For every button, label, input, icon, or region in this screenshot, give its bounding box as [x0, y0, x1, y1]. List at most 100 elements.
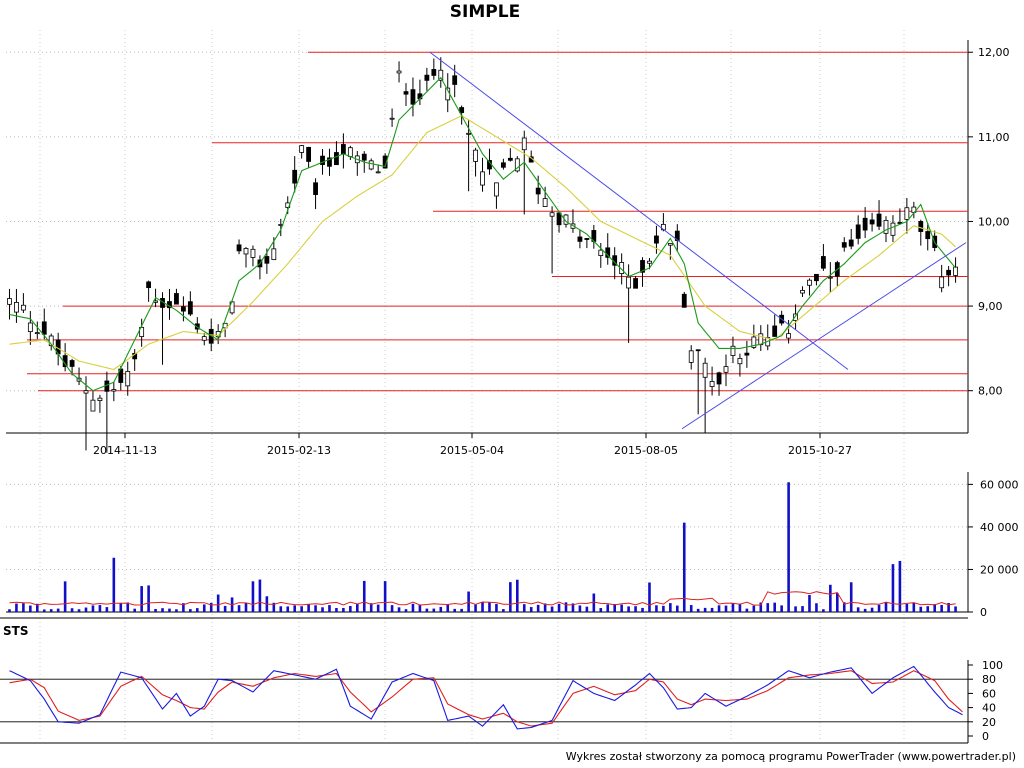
volume-bar: [147, 585, 150, 612]
volume-bar: [481, 602, 484, 612]
volume-bar: [759, 602, 763, 612]
trendline-up: [681, 242, 967, 430]
volume-bar: [182, 603, 185, 612]
volume-bar: [376, 604, 380, 612]
candle-body: [514, 158, 520, 172]
price-y-tick-label: 11,00: [978, 131, 1010, 144]
candle-body: [83, 390, 89, 394]
volume-bar: [362, 580, 366, 612]
candle-body: [848, 239, 854, 247]
volume-bar: [710, 607, 714, 612]
volume-bar: [516, 579, 519, 612]
volume-bar: [140, 586, 143, 612]
volume-bar: [669, 603, 672, 612]
candle-body: [709, 381, 715, 387]
candle-body: [375, 171, 381, 174]
candle-body: [640, 260, 645, 273]
candle-body: [431, 69, 437, 76]
volume-bar: [307, 604, 310, 612]
volume-bar: [801, 606, 804, 612]
volume-bar: [815, 603, 818, 612]
candle-body: [507, 157, 513, 161]
volume-bar: [717, 605, 721, 612]
candle-body: [201, 336, 207, 341]
volume-bar: [251, 581, 255, 612]
volume-bar: [258, 579, 262, 612]
volume-bar: [404, 609, 408, 612]
volume-bar: [592, 593, 596, 612]
candle-body: [97, 397, 103, 401]
volume-bar: [49, 609, 53, 612]
sts-panel-label: STS: [3, 624, 29, 638]
volume-bar: [202, 604, 206, 612]
volume-bar: [300, 606, 303, 612]
sts-k-line: [9, 665, 963, 730]
volume-bar: [237, 605, 241, 612]
volume-bar: [627, 606, 630, 612]
candle-body: [723, 366, 729, 373]
volume-bar: [641, 607, 644, 612]
volume-bar: [77, 609, 81, 612]
volume-bar: [745, 608, 749, 612]
sts-y-tick-label: 60: [982, 687, 996, 700]
volume-bar: [578, 605, 582, 612]
candle-body: [174, 293, 179, 305]
volume-bar: [272, 602, 276, 612]
volume-bar: [536, 604, 540, 612]
candle-body: [904, 207, 910, 220]
volume-bar: [947, 602, 950, 612]
chart-title: SIMPLE: [449, 2, 521, 22]
price-y-tick-label: 9,00: [978, 300, 1003, 313]
volume-bar: [543, 603, 547, 612]
volume-bar: [42, 609, 46, 612]
volume-bar: [529, 607, 533, 612]
volume-bar: [168, 608, 171, 612]
candle-body: [180, 306, 186, 312]
volume-bar: [509, 582, 512, 612]
volume-bar: [676, 605, 679, 612]
volume-bar: [328, 605, 331, 612]
volume-bar: [390, 605, 394, 612]
candle-body: [737, 358, 743, 365]
volume-bar: [585, 606, 589, 612]
price-y-tick-label: 12,00: [978, 46, 1010, 59]
candle-body: [340, 144, 346, 155]
volume-bar: [682, 522, 686, 612]
candle-body: [194, 323, 200, 330]
volume-bar: [133, 608, 136, 612]
candle-body: [299, 145, 305, 153]
candle-body: [264, 256, 270, 264]
footer-credit: Wykres został stworzony za pomocą progra…: [565, 750, 1016, 763]
price-moving-average-short: [9, 76, 957, 392]
volume-y-tick-label: 40 000: [980, 521, 1019, 534]
candle-body: [334, 152, 339, 166]
volume-bar: [773, 602, 776, 612]
candle-body: [41, 321, 47, 335]
volume-y-tick-label: 0: [980, 606, 987, 619]
volume-bar: [613, 604, 616, 612]
candle-body: [187, 301, 193, 315]
candle-body: [473, 149, 478, 162]
volume-bar: [244, 603, 248, 612]
candle-body: [786, 333, 792, 339]
volume-bar: [877, 604, 881, 612]
volume-bar: [731, 603, 735, 612]
volume-bar: [56, 608, 60, 612]
candle-body: [320, 155, 325, 165]
candle-body: [34, 332, 40, 335]
volume-bar: [571, 603, 575, 612]
volume-bar: [606, 604, 610, 612]
volume-bar: [279, 606, 283, 612]
volume-bar: [522, 604, 526, 612]
candle-body: [918, 221, 924, 232]
candle-body: [702, 362, 708, 378]
candle-body: [90, 399, 96, 412]
volume-bar: [474, 604, 477, 612]
volume-bar: [912, 602, 916, 612]
volume-bar: [175, 609, 178, 612]
candle-body: [535, 187, 541, 195]
volume-bar: [599, 608, 603, 612]
candle-body: [243, 248, 249, 255]
candle-body: [654, 235, 659, 244]
